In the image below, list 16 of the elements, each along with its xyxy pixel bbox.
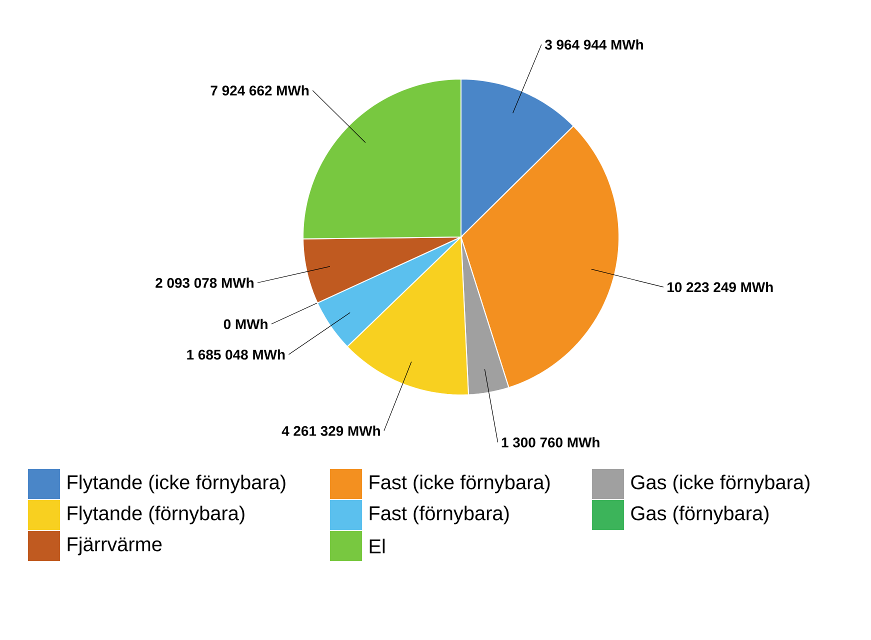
- data-label: 3 964 944 MWh: [544, 39, 643, 50]
- legend-label: Flytande (icke förnybara): [68, 474, 286, 494]
- legend-label: Fjärrvärme: [68, 536, 162, 556]
- data-label: 2 093 078 MWh: [156, 278, 254, 288]
- data-label: 1 685 048 MWh: [187, 349, 285, 360]
- data-label: 7 924 662 MWh: [210, 85, 309, 96]
- data-label: 10 223 249 MWh: [668, 282, 773, 292]
- legend-label: Gas (icke förnybara): [631, 474, 810, 494]
- legend-label: El: [370, 538, 385, 554]
- legend-label: Fast (icke förnybara): [370, 474, 550, 494]
- legend-label: Fast (förnybara): [370, 506, 509, 524]
- legend-label: Flytande (förnybara): [68, 506, 244, 524]
- data-label: 4 261 329 MWh: [282, 426, 380, 436]
- data-label: 1 300 760 MWh: [502, 437, 600, 448]
- text: 0 MWh: [224, 318, 268, 330]
- legend-label: Gas (förnybara): [631, 506, 768, 524]
